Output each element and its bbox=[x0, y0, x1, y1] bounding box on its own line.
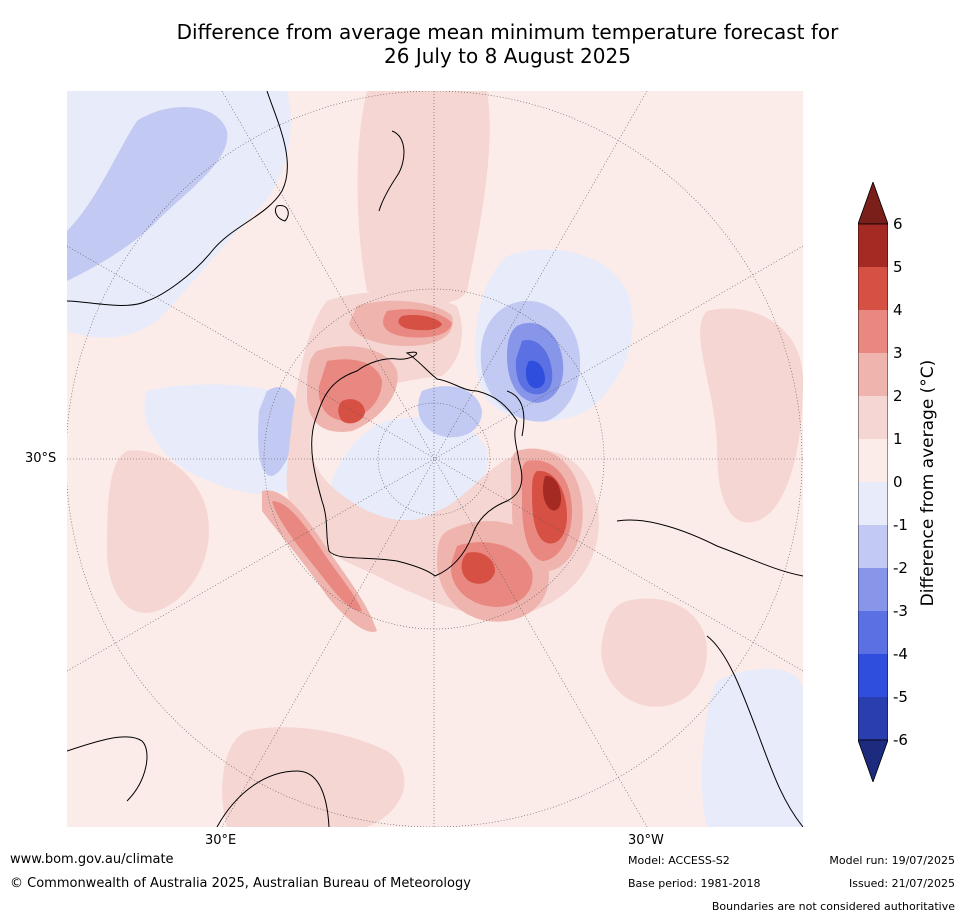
lat-label-30s: 30°S bbox=[25, 451, 57, 466]
colorbar-segment bbox=[858, 525, 888, 568]
coastline-antarctica bbox=[311, 351, 523, 577]
colorbar-segment bbox=[858, 224, 888, 267]
footer-copyright: © Commonwealth of Australia 2025, Austra… bbox=[10, 876, 471, 891]
anomaly-region-pos1-pacific bbox=[357, 91, 490, 305]
colorbar-tick-label: 4 bbox=[893, 301, 903, 319]
colorbar-segment bbox=[858, 310, 888, 353]
anomaly-region-pos4-ross bbox=[398, 314, 442, 331]
colorbar-tick-label: 5 bbox=[893, 258, 903, 276]
colorbar-tick-label: 6 bbox=[893, 215, 903, 233]
anomaly-region-neg2-indian bbox=[67, 107, 228, 281]
anomaly-region-pos4-eant bbox=[338, 399, 365, 424]
anomaly-region-pos4-south bbox=[461, 552, 495, 584]
anomaly-region-neg5-pacific bbox=[525, 360, 545, 389]
footer-base-period: Base period: 1981-2018 bbox=[628, 877, 761, 890]
colorbar bbox=[858, 182, 888, 782]
colorbar-segment bbox=[858, 482, 888, 525]
colorbar-segment bbox=[858, 267, 888, 310]
coastline-australia bbox=[67, 91, 288, 306]
footer-issued: Issued: 21/07/2025 bbox=[848, 877, 955, 890]
colorbar-segment bbox=[858, 654, 888, 697]
colorbar-label: Difference from average (°C) bbox=[918, 359, 938, 607]
coastline-africa-south bbox=[216, 770, 330, 827]
colorbar-segment bbox=[858, 396, 888, 439]
coastline-africa bbox=[67, 736, 148, 802]
lon-label-30e: 30°E bbox=[205, 833, 237, 848]
coastline-south-america bbox=[616, 519, 803, 577]
colorbar-tick-label: -1 bbox=[893, 516, 908, 534]
colorbar-tick-label: 3 bbox=[893, 344, 903, 362]
title-line-2: 26 July to 8 August 2025 bbox=[384, 44, 631, 68]
anomaly-region-neg2-east bbox=[258, 387, 297, 476]
anomaly-map bbox=[67, 91, 803, 827]
map-title: Difference from average mean minimum tem… bbox=[60, 20, 955, 68]
title-line-1: Difference from average mean minimum tem… bbox=[176, 20, 839, 44]
anomaly-region-pos1-samerica bbox=[601, 598, 707, 707]
coastline-south-america-east bbox=[706, 635, 803, 827]
footer-model: Model: ACCESS-S2 bbox=[628, 854, 730, 867]
coastline-tasmania bbox=[274, 204, 289, 222]
anomaly-region-pos1-indian bbox=[107, 450, 209, 613]
anomaly-region-pos5-drake bbox=[542, 475, 561, 511]
colorbar-tick-label: -3 bbox=[893, 602, 908, 620]
coastline-new-zealand bbox=[378, 130, 405, 212]
colorbar-tick-label: -2 bbox=[893, 559, 908, 577]
footer-model-run: Model run: 19/07/2025 bbox=[829, 854, 955, 867]
coastline-antarctic-peninsula bbox=[506, 390, 525, 437]
colorbar-extend-min bbox=[858, 739, 888, 782]
anomaly-region-pos3-indian bbox=[272, 501, 362, 612]
colorbar-tick-label: 1 bbox=[893, 430, 903, 448]
colorbar-segment bbox=[858, 611, 888, 654]
anomaly-region-pos1-atlantic bbox=[700, 308, 803, 523]
lon-label-30w: 30°W bbox=[628, 833, 664, 848]
colorbar-segment bbox=[858, 439, 888, 482]
footer-url: www.bom.gov.au/climate bbox=[10, 852, 174, 867]
colorbar-segment bbox=[858, 568, 888, 611]
colorbar-tick-label: -4 bbox=[893, 645, 908, 663]
colorbar-tick-label: -6 bbox=[893, 731, 908, 749]
anomaly-region-neg1-samerica bbox=[701, 668, 803, 827]
colorbar-tick-label: 2 bbox=[893, 387, 903, 405]
colorbar-extend-max bbox=[858, 182, 888, 225]
colorbar-segment bbox=[858, 353, 888, 396]
coastlines bbox=[67, 91, 803, 827]
footer-disclaimer: Boundaries are not considered authoritat… bbox=[711, 900, 955, 913]
colorbar-tick-label: 0 bbox=[893, 473, 903, 491]
colorbar-segment bbox=[858, 697, 888, 740]
graticule bbox=[67, 91, 803, 827]
anomaly-region-pos3-eant bbox=[318, 359, 382, 421]
colorbar-tick-label: -5 bbox=[893, 688, 908, 706]
